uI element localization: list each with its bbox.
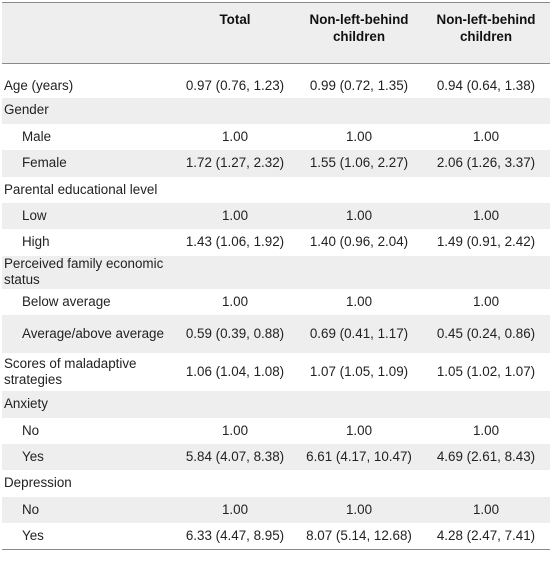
table-row: Parental educational level: [2, 176, 550, 204]
cell-group-2: 1.05 (1.02, 1.07): [436, 363, 536, 379]
table-row: Yes 6.33 (4.47, 8.95) 8.07 (5.14, 12.68)…: [2, 523, 550, 550]
cell-group-1: 1.00: [345, 422, 373, 438]
cell-total: [174, 256, 296, 289]
cell-group-2: [422, 391, 550, 417]
table-row: Below average 1.00 1.00 1.00: [2, 288, 550, 316]
cell-group-1: [296, 98, 422, 124]
cell-group-1: [296, 470, 422, 496]
table-row: Yes 5.84 (4.07, 8.38) 6.61 (4.17, 10.47)…: [2, 444, 550, 471]
table-row: No 1.00 1.00 1.00: [2, 417, 550, 445]
row-label: Female: [22, 155, 67, 171]
odds-ratio-table: Total Non-left-behind children Non-left-…: [2, 2, 550, 550]
cell-group-1: [296, 256, 422, 289]
table-row: Scores of maladaptive strategies 1.06 (1…: [2, 353, 550, 392]
cell-total: 6.33 (4.47, 8.95): [185, 527, 285, 543]
row-label: Male: [22, 128, 52, 144]
cell-group-1: [296, 177, 422, 203]
table-body: Age (years) 0.97 (0.76, 1.23) 0.99 (0.72…: [2, 63, 550, 550]
row-label: Scores of maladaptive strategies: [4, 355, 137, 388]
cell-total: 1.00: [221, 128, 249, 144]
cell-group-2: 0.94 (0.64, 1.38): [436, 77, 536, 93]
cell-group-2: 0.45 (0.24, 0.86): [436, 325, 536, 341]
header-cell-total: Total: [219, 12, 251, 27]
table-row: Perceived family economic status: [2, 255, 550, 289]
cell-total: 1.00: [221, 293, 249, 309]
cell-group-1: 6.61 (4.17, 10.47): [306, 448, 412, 464]
row-label: Below average: [22, 293, 111, 309]
row-label: No: [22, 501, 40, 517]
row-label: High: [22, 234, 50, 250]
cell-group-2: 4.28 (2.47, 7.41): [436, 527, 536, 543]
cell-group-2: [422, 256, 550, 289]
header-cell-variable: [2, 3, 174, 64]
cell-group-1: 0.99 (0.72, 1.35): [309, 77, 409, 93]
row-label: Low: [22, 208, 47, 223]
cell-total: 1.06 (1.04, 1.08): [185, 363, 285, 379]
cell-group-1: 1.00: [345, 208, 373, 223]
cell-total: [174, 98, 296, 124]
row-label: Parental educational level: [4, 181, 158, 197]
table-row: High 1.43 (1.06, 1.92) 1.40 (0.96, 2.04)…: [2, 229, 550, 256]
cell-total: [174, 470, 296, 496]
cell-group-2: 4.69 (2.61, 8.43): [436, 448, 536, 464]
cell-total: 1.00: [221, 501, 249, 517]
cell-group-2: 1.00: [472, 128, 500, 144]
row-label: Anxiety: [4, 396, 48, 412]
cell-total: 0.97 (0.76, 1.23): [185, 77, 285, 93]
cell-total: [174, 177, 296, 203]
cell-group-1: 0.69 (0.41, 1.17): [309, 325, 409, 341]
cell-group-1: 1.00: [345, 293, 373, 309]
cell-total: 1.72 (1.27, 2.32): [185, 155, 285, 171]
cell-total: 1.00: [221, 208, 249, 223]
cell-group-2: [422, 98, 550, 124]
row-label: Yes: [22, 448, 44, 464]
header-cell-group-1: Non-left-behind children: [309, 12, 409, 44]
cell-group-2: 1.00: [472, 293, 500, 309]
row-label: Average/above average: [22, 325, 164, 341]
cell-total: [174, 391, 296, 417]
table-row: Low 1.00 1.00 1.00: [2, 203, 550, 230]
cell-group-1: [296, 391, 422, 417]
row-label: Depression: [4, 475, 72, 491]
table-row: Age (years) 0.97 (0.76, 1.23) 0.99 (0.72…: [2, 63, 550, 98]
cell-total: 1.43 (1.06, 1.92): [185, 234, 285, 250]
cell-group-2: [422, 470, 550, 496]
cell-total: 5.84 (4.07, 8.38): [185, 448, 285, 464]
row-label: Yes: [22, 527, 44, 543]
cell-group-1: 1.40 (0.96, 2.04): [309, 234, 409, 250]
cell-total: 0.59 (0.39, 0.88): [185, 325, 285, 341]
table-header-row: Total Non-left-behind children Non-left-…: [2, 2, 550, 64]
cell-group-2: 1.00: [472, 422, 500, 438]
cell-total: 1.00: [221, 422, 249, 438]
row-label: Age (years): [4, 77, 74, 93]
cell-group-1: 1.00: [345, 501, 373, 517]
row-label: Gender: [4, 102, 49, 118]
table-row: Average/above average 0.59 (0.39, 0.88) …: [2, 315, 550, 354]
cell-group-2: 1.49 (0.91, 2.42): [436, 234, 536, 250]
header-cell-group-2: Non-left-behind children: [436, 12, 536, 44]
cell-group-1: 1.07 (1.05, 1.09): [309, 363, 409, 379]
cell-group-2: [422, 177, 550, 203]
cell-group-1: 1.00: [345, 128, 373, 144]
table-row: Gender: [2, 97, 550, 124]
cell-group-2: 1.00: [472, 208, 500, 223]
table-row: Male 1.00 1.00 1.00: [2, 123, 550, 151]
cell-group-1: 8.07 (5.14, 12.68): [306, 527, 412, 543]
cell-group-2: 1.00: [472, 501, 500, 517]
cell-group-2: 2.06 (1.26, 3.37): [436, 155, 536, 171]
table-row: Anxiety: [2, 391, 550, 418]
row-label: Perceived family economic status: [4, 255, 164, 288]
cell-group-1: 1.55 (1.06, 2.27): [309, 155, 409, 171]
table-row: Depression: [2, 470, 550, 497]
row-label: No: [22, 422, 40, 438]
table-row: No 1.00 1.00 1.00: [2, 496, 550, 524]
table-row: Female 1.72 (1.27, 2.32) 1.55 (1.06, 2.2…: [2, 150, 550, 177]
